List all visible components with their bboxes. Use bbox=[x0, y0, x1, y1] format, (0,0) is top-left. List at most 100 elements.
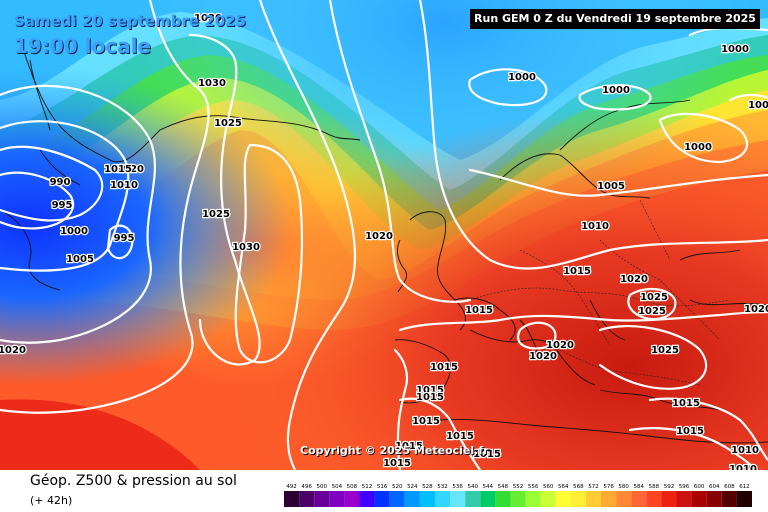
legend-level-label: 508 bbox=[347, 484, 358, 490]
legend-level-label: 608 bbox=[724, 484, 735, 490]
isobar-label: 1025 bbox=[640, 292, 668, 303]
legend-level-label: 496 bbox=[301, 484, 312, 490]
legend-level-label: 492 bbox=[286, 484, 297, 490]
legend-swatch bbox=[480, 491, 496, 507]
forecast-lead: (+ 42h) bbox=[30, 494, 73, 507]
legend-level-label: 512 bbox=[362, 484, 373, 490]
isobar-label: 1015 bbox=[416, 385, 444, 396]
isobar-label: 1005 bbox=[597, 181, 625, 192]
isobar-label: 1030 bbox=[232, 242, 260, 253]
legend-level-label: 576 bbox=[603, 484, 614, 490]
legend-swatch bbox=[465, 491, 481, 507]
legend-level-label: 544 bbox=[483, 484, 494, 490]
legend-swatch bbox=[434, 491, 451, 507]
isobar-label: 1015 bbox=[395, 441, 423, 452]
run-banner: Run GEM 0 Z du Vendredi 19 septembre 202… bbox=[470, 9, 760, 29]
legend-level-label: 596 bbox=[679, 484, 690, 490]
isobar-label: 1015 bbox=[416, 392, 444, 403]
legend-swatch bbox=[601, 491, 617, 507]
isobar-label: 995 bbox=[114, 233, 135, 244]
legend-swatch bbox=[691, 491, 707, 507]
legend-level-label: 592 bbox=[664, 484, 675, 490]
legend-swatch bbox=[374, 491, 390, 507]
isobar-label: 1010 bbox=[581, 221, 609, 232]
legend-swatch bbox=[450, 491, 466, 507]
legend-level-label: 516 bbox=[377, 484, 388, 490]
legend-swatch bbox=[676, 491, 692, 507]
legend-level-label: 540 bbox=[467, 484, 478, 490]
isobars bbox=[0, 0, 768, 470]
isobar-label: 1030 bbox=[194, 13, 222, 24]
isobar-label: 1010 bbox=[110, 180, 138, 191]
isobar-label: 1025 bbox=[214, 118, 242, 129]
legend-level-label: 604 bbox=[709, 484, 720, 490]
isobar-label: 1000 bbox=[684, 142, 712, 153]
legend-level-label: 532 bbox=[437, 484, 448, 490]
legend-level-label: 520 bbox=[392, 484, 403, 490]
legend-swatch bbox=[646, 491, 662, 507]
legend-swatch bbox=[585, 491, 602, 507]
legend-swatch bbox=[495, 491, 511, 507]
legend-swatch bbox=[540, 491, 556, 507]
isobar-label: 1010 bbox=[731, 445, 759, 456]
z500-map: 1030 1030 1025 1020 1015 1010 990 995 1000 1005 99… bbox=[0, 0, 768, 470]
legend-swatch bbox=[329, 491, 345, 507]
chart-title: Géop. Z500 & pression au sol bbox=[30, 473, 237, 489]
legend-swatch bbox=[389, 491, 405, 507]
forecast-date: Samedi 20 septembre 2025 bbox=[14, 12, 247, 30]
legend-level-label: 556 bbox=[528, 484, 539, 490]
legend-swatch bbox=[525, 491, 541, 507]
isobar-label: 1020 bbox=[546, 340, 574, 351]
legend-level-label: 548 bbox=[498, 484, 509, 490]
isobar-label: 1000 bbox=[721, 44, 749, 55]
legend-swatch bbox=[359, 491, 375, 507]
legend-swatch bbox=[631, 491, 647, 507]
isobar-label: 1000 bbox=[602, 85, 630, 96]
legend-swatch bbox=[404, 491, 420, 507]
legend-level-label: 568 bbox=[573, 484, 584, 490]
legend-level-label: 536 bbox=[452, 484, 463, 490]
legend-level-label: 504 bbox=[332, 484, 343, 490]
isobar-label: 1015 bbox=[412, 416, 440, 427]
legend-swatch bbox=[721, 491, 737, 507]
legend-swatch bbox=[555, 491, 571, 507]
isobar-label: 1025 bbox=[202, 209, 230, 220]
isobar-label: 1020 bbox=[620, 274, 648, 285]
legend-level-label: 564 bbox=[558, 484, 569, 490]
isobar-label: 1015 bbox=[465, 305, 493, 316]
isobar-label: 1000 bbox=[748, 100, 768, 111]
isobar-label: 1020 bbox=[116, 164, 144, 175]
legend-swatch bbox=[314, 491, 330, 507]
legend-swatch bbox=[419, 491, 435, 507]
isobar-label: 990 bbox=[50, 177, 71, 188]
legend-level-label: 500 bbox=[316, 484, 327, 490]
isobar-label: 1015 bbox=[676, 426, 704, 437]
isobar-label: 995 bbox=[52, 200, 73, 211]
isobar-label: 1015 bbox=[473, 449, 501, 460]
legend-swatch bbox=[736, 491, 752, 507]
isobar-label: 1015 bbox=[383, 458, 411, 469]
legend-level-label: 552 bbox=[513, 484, 524, 490]
legend-level-label: 584 bbox=[634, 484, 645, 490]
isobar-label: 1015 bbox=[430, 362, 458, 373]
legend-swatch bbox=[510, 491, 526, 507]
forecast-time: 19:00 locale bbox=[14, 34, 151, 58]
copyright-text: Copyright © 2025 Meteociel.fr bbox=[300, 444, 489, 457]
legend-swatch bbox=[299, 491, 315, 507]
isobar-label: 1015 bbox=[446, 431, 474, 442]
isobar-label: 1020 bbox=[744, 304, 768, 315]
isobar-label: 1000 bbox=[60, 226, 88, 237]
isobar-label: 1015 bbox=[563, 266, 591, 277]
isobar-label: 1025 bbox=[651, 345, 679, 356]
legend-swatch bbox=[706, 491, 722, 507]
color-legend: 492 496 500 504 508 512 516 520 524 528 532 536 540 5… bbox=[284, 484, 752, 507]
legend-swatch bbox=[661, 491, 677, 507]
legend-level-label: 560 bbox=[543, 484, 554, 490]
legend-level-label: 528 bbox=[422, 484, 433, 490]
isobar-label: 1015 bbox=[672, 398, 700, 409]
legend-level-label: 524 bbox=[407, 484, 418, 490]
legend-level-label: 580 bbox=[618, 484, 629, 490]
legend-swatch bbox=[344, 491, 360, 507]
isobar-label: 1010 bbox=[729, 464, 757, 470]
